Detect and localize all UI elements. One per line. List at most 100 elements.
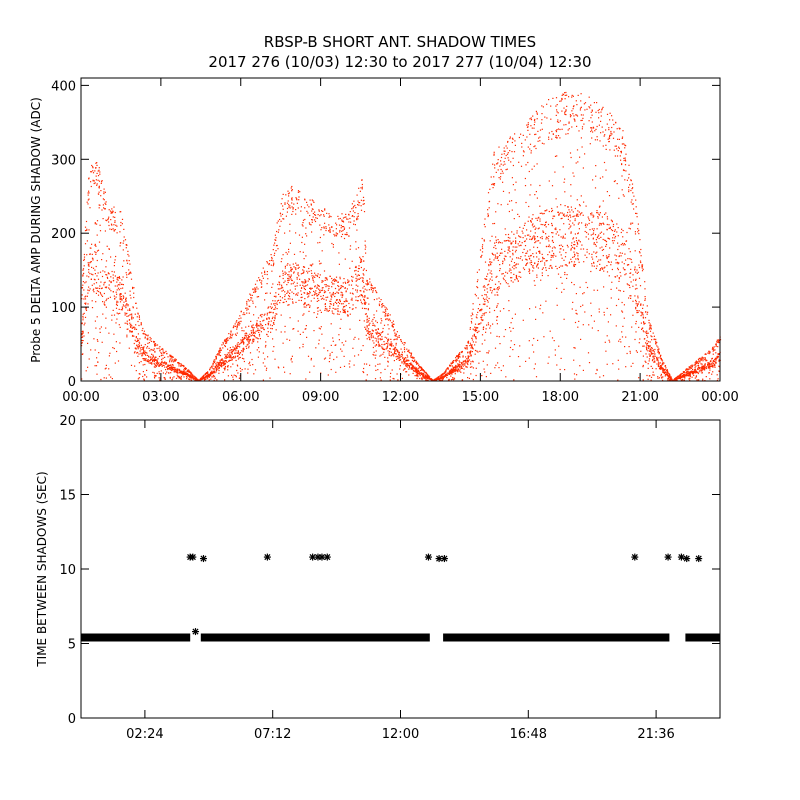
amplitude-point [662,379,664,381]
amplitude-point [119,295,121,297]
amplitude-point [557,211,560,213]
amplitude-point [363,290,365,292]
amplitude-point [311,221,313,223]
amplitude-point [588,362,591,364]
amplitude-point [309,287,311,289]
amplitude-point [119,245,121,247]
amplitude-point [304,285,306,287]
amplitude-point [621,301,623,304]
amplitude-point [289,292,291,294]
amplitude-point [228,360,230,362]
amplitude-point [308,206,310,208]
amplitude-point [234,333,237,335]
amplitude-point [332,280,334,282]
amplitude-point [515,276,517,279]
amplitude-point [233,357,235,359]
amplitude-point [284,298,286,300]
amplitude-point [544,210,546,212]
amplitude-point [392,377,394,380]
amplitude-point [282,301,284,304]
amplitude-point [617,263,619,265]
amplitude-point [369,364,371,366]
amplitude-point [596,102,598,104]
amplitude-point [302,331,304,333]
amplitude-point [325,226,327,228]
amplitude-point [297,264,299,266]
amplitude-point [216,366,219,368]
amplitude-point [113,271,115,273]
amplitude-point [603,311,605,313]
amplitude-point [354,266,357,268]
amplitude-point [174,370,176,372]
amplitude-point [156,360,158,362]
amplitude-point [372,318,374,321]
amplitude-point [110,290,112,292]
amplitude-point [512,254,514,256]
amplitude-point [91,307,94,309]
amplitude-point [335,308,337,310]
amplitude-point [414,367,416,369]
amplitude-point [88,229,90,231]
amplitude-point [474,293,476,295]
amplitude-point [86,275,88,277]
amplitude-point [254,335,256,338]
amplitude-point [509,250,511,253]
amplitude-point [227,348,229,350]
amplitude-point [128,319,131,321]
amplitude-point [387,339,390,341]
amplitude-point [235,345,237,347]
amplitude-point [264,299,266,301]
amplitude-point [230,356,232,358]
amplitude-point [565,124,567,126]
amplitude-point [560,100,562,102]
amplitude-point [355,284,357,286]
amplitude-point [478,330,480,332]
amplitude-point [375,344,377,346]
amplitude-point [333,233,335,236]
amplitude-point [175,371,177,373]
amplitude-point [573,347,575,349]
amplitude-point [392,353,394,355]
amplitude-point [599,212,601,214]
amplitude-point [114,216,116,218]
amplitude-point [272,300,274,302]
amplitude-point [248,340,251,342]
amplitude-point [396,338,398,341]
amplitude-point [598,206,601,208]
amplitude-point [487,213,489,215]
amplitude-point [340,348,342,350]
amplitude-point [304,298,306,300]
amplitude-point [390,345,393,347]
amplitude-point [308,278,310,280]
amplitude-point [496,257,498,259]
amplitude-point [570,258,572,260]
amplitude-point [139,347,141,349]
amplitude-point [539,237,542,239]
amplitude-point [471,366,473,368]
amplitude-point [299,333,301,335]
amplitude-point [512,281,514,283]
amplitude-point [598,311,600,313]
amplitude-point [85,295,87,297]
amplitude-point [301,236,303,238]
amplitude-point [248,347,250,349]
amplitude-point [282,254,284,256]
amplitude-point [272,311,274,314]
amplitude-point [635,306,637,309]
amplitude-point [407,350,409,352]
amplitude-point [274,252,276,254]
amplitude-point [164,356,166,358]
amplitude-point [349,211,351,213]
amplitude-point [234,325,236,327]
amplitude-point [92,180,94,182]
amplitude-point [559,229,561,231]
amplitude-point [395,342,397,344]
amplitude-point [305,227,307,229]
amplitude-point [151,362,153,364]
amplitude-point [414,368,416,370]
amplitude-point [153,341,156,343]
amplitude-point [629,276,631,278]
amplitude-point [128,272,130,274]
amplitude-point [652,349,655,351]
amplitude-point [550,259,552,261]
